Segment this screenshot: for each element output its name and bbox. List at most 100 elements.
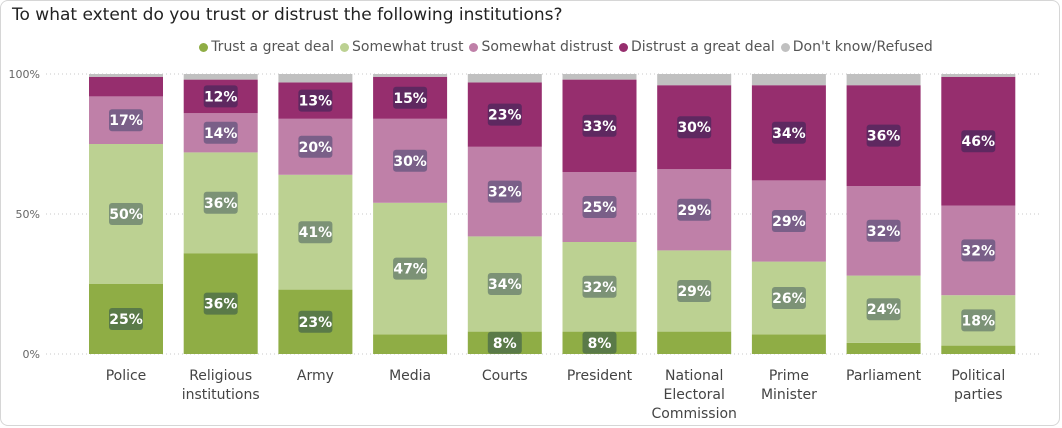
data-label-box (677, 280, 712, 302)
data-label: 36% (204, 297, 238, 313)
data-label-box (771, 121, 806, 144)
y-tick-label: 100% (9, 68, 40, 81)
x-category-label: Police (106, 368, 147, 384)
x-category-label: Political (951, 368, 1005, 384)
data-label-box (677, 198, 712, 221)
bar-segment (941, 74, 1016, 77)
bar-segment (278, 74, 353, 83)
data-label: 23% (299, 315, 333, 331)
data-label: 20% (299, 140, 333, 156)
x-category-label: Media (389, 368, 431, 384)
data-label: 30% (393, 154, 427, 170)
data-label: 8% (493, 336, 517, 352)
data-label: 18% (962, 313, 996, 329)
bar-segment (562, 74, 637, 80)
data-label: 30% (677, 120, 711, 136)
data-label-box (203, 121, 238, 144)
data-label-box (298, 310, 333, 333)
data-label: 33% (583, 119, 617, 135)
data-label-box (487, 180, 522, 203)
data-label-box (109, 203, 143, 225)
data-label-box (582, 275, 617, 298)
bar-segment (373, 74, 448, 77)
data-label-box (771, 287, 806, 309)
data-label: 32% (962, 243, 996, 259)
legend-label: Trust a great deal (211, 39, 335, 55)
data-label-box (393, 149, 428, 172)
data-label: 36% (204, 196, 238, 212)
legend-dot-icon (469, 42, 479, 52)
legend-dot-icon (780, 42, 790, 52)
legend-label: Somewhat distrust (481, 39, 613, 55)
data-label: 26% (772, 291, 806, 307)
bar-segment (751, 334, 826, 354)
bar-segment (467, 74, 542, 83)
legend-item[interactable]: Somewhat distrust (469, 39, 613, 55)
bar-segment (183, 74, 258, 80)
y-tick-label: 0% (23, 348, 40, 361)
data-label-box (393, 86, 428, 109)
x-category-label: parties (954, 387, 1003, 403)
legend-item[interactable]: Trust a great deal (199, 39, 334, 55)
data-label: 8% (588, 336, 612, 352)
data-label-box (677, 116, 712, 139)
legend-dot-icon (340, 42, 350, 52)
x-category-label: Army (297, 368, 334, 384)
data-label-box (109, 109, 143, 132)
data-label-box (109, 308, 143, 330)
legend-label: Somewhat trust (352, 39, 464, 55)
x-category-label: Commission (651, 406, 736, 422)
x-category-label: President (567, 368, 633, 384)
data-label: 50% (109, 207, 143, 223)
bar-segment (657, 74, 732, 86)
bar-segment (846, 342, 921, 354)
bar-segment (373, 334, 448, 354)
data-label-box (393, 257, 428, 280)
data-label-box (203, 292, 238, 315)
data-label-box (866, 124, 901, 147)
legend-label: Distrust a great deal (631, 39, 775, 55)
data-label: 41% (299, 225, 333, 241)
data-label-box (582, 114, 617, 137)
data-label: 36% (867, 129, 901, 145)
bar-segment (657, 331, 732, 354)
x-category-label: Electoral (664, 387, 725, 403)
x-category-label: Prime (769, 368, 809, 384)
x-category-label: institutions (182, 387, 260, 403)
data-label: 46% (962, 134, 996, 150)
legend-item[interactable]: Don't know/Refused (780, 39, 933, 55)
data-label: 29% (772, 214, 806, 230)
data-label: 29% (677, 284, 711, 300)
data-label-box (961, 309, 996, 332)
bar-segment (846, 74, 921, 86)
legend: Trust a great deal Somewhat trust Somewhat… (0, 39, 1062, 55)
bar-segment (89, 74, 163, 77)
legend-item[interactable]: Distrust a great deal (619, 39, 775, 55)
bar-segment (89, 76, 163, 97)
data-label: 25% (109, 312, 143, 328)
legend-item[interactable]: Somewhat trust (340, 39, 463, 55)
data-label: 24% (867, 302, 901, 318)
data-label-box (582, 196, 617, 218)
data-label-box (866, 219, 901, 242)
data-label-box (961, 130, 996, 153)
data-label-box (487, 273, 522, 295)
data-label-box (203, 191, 238, 214)
data-label-box (298, 89, 333, 112)
data-label: 32% (583, 280, 617, 296)
data-label: 32% (867, 224, 901, 240)
x-category-label: Courts (482, 368, 528, 384)
chart-title: To what extent do you trust or distrust … (12, 5, 563, 25)
data-label: 34% (488, 277, 522, 293)
data-label: 13% (299, 94, 333, 110)
data-label-box (298, 135, 333, 158)
data-label-box (487, 103, 522, 126)
x-category-label: Parliament (846, 368, 922, 384)
data-label-box (961, 239, 996, 262)
bar-segment (941, 345, 1016, 354)
data-label-box (771, 210, 806, 232)
y-tick-label: 50% (16, 208, 40, 221)
data-label: 17% (109, 113, 143, 129)
x-category-label: Religious (189, 368, 252, 384)
